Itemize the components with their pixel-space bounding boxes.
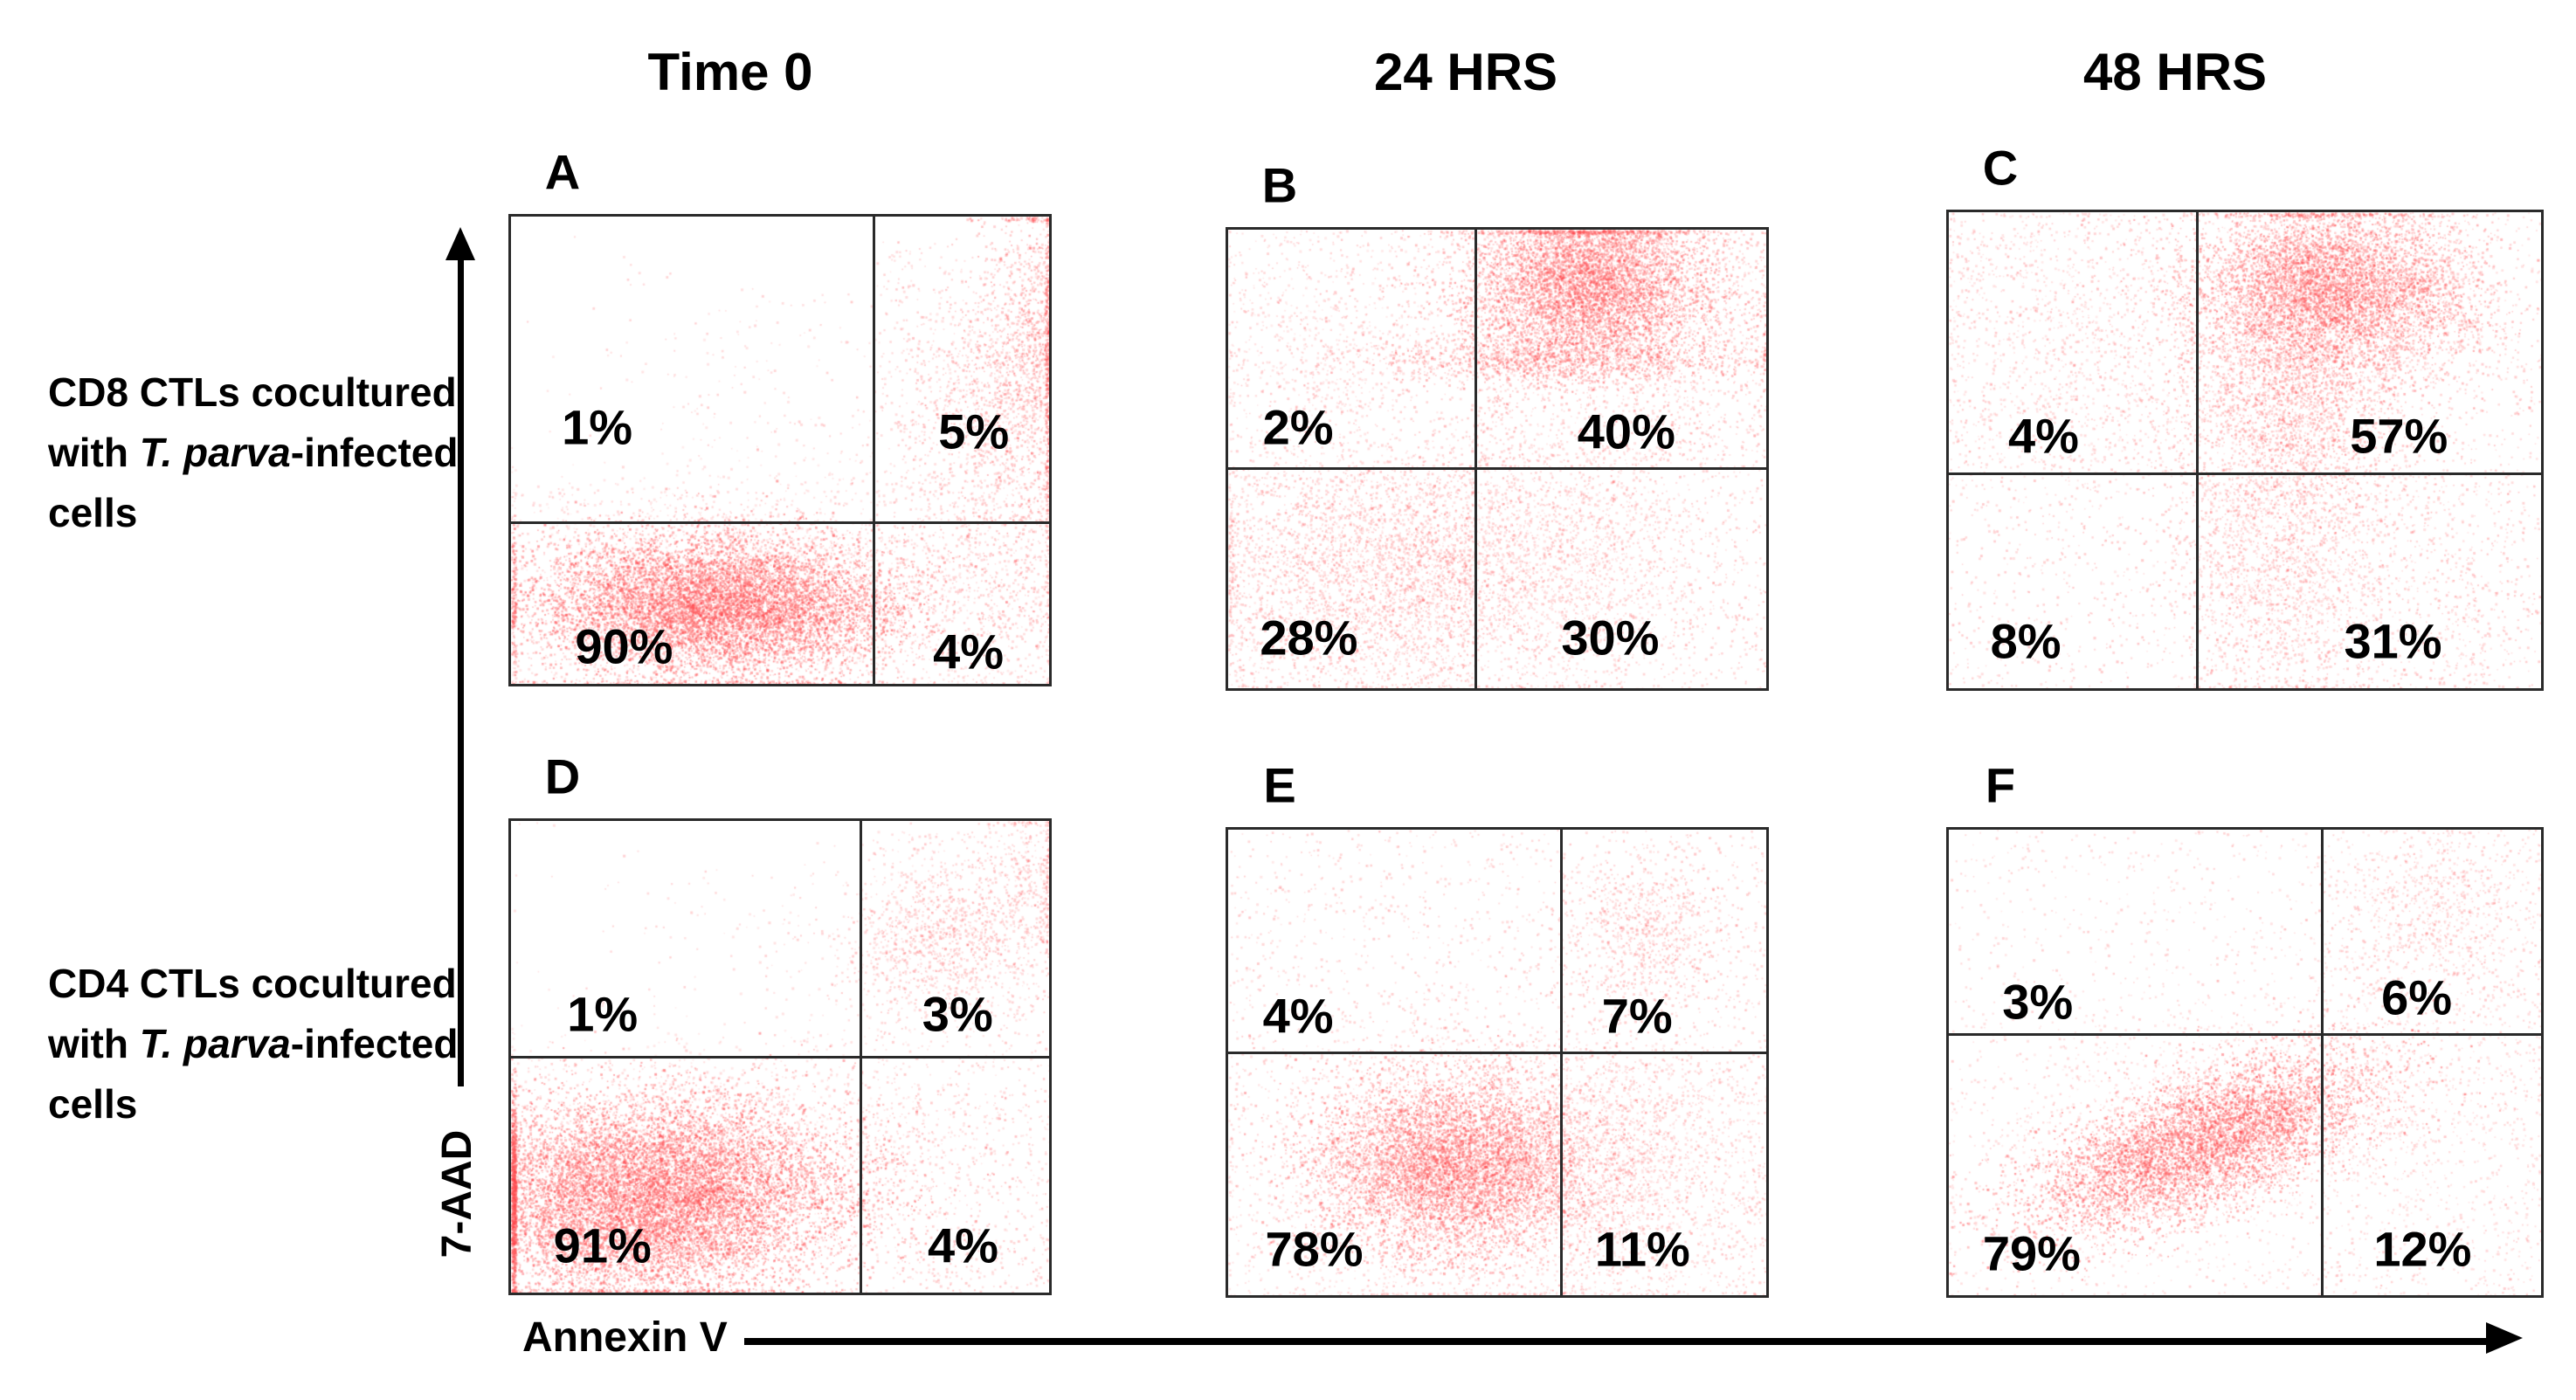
scatter-canvas-c — [1949, 212, 2541, 688]
scatter-panel-e: 4% 7% 78% 11% — [1226, 827, 1769, 1298]
quadrant-pct-upper-left: 4% — [1262, 988, 1334, 1044]
quadrant-pct-lower-left: 90% — [575, 618, 673, 674]
quadrant-pct-upper-left: 2% — [1262, 399, 1334, 455]
x-axis-arrow-line — [744, 1338, 2491, 1345]
quadrant-gate-horizontal — [1949, 1033, 2541, 1037]
quadrant-gate-vertical — [2320, 830, 2324, 1295]
quadrant-gate-vertical — [2196, 212, 2200, 688]
quadrant-gate-vertical — [1560, 830, 1564, 1295]
scatter-canvas-a — [511, 217, 1049, 684]
scatter-canvas-e — [1228, 830, 1766, 1295]
row-label-cd4: CD4 CTLs cocultured with T. parva-infect… — [48, 954, 459, 1134]
quadrant-gate-horizontal — [511, 521, 1049, 524]
scatter-canvas-b — [1228, 230, 1766, 688]
scatter-panel-b: 2% 40% 28% 30% — [1226, 227, 1769, 691]
scatter-panel-c: 4% 57% 8% 31% — [1946, 210, 2544, 691]
y-axis-arrow-line — [458, 259, 464, 1086]
quadrant-gate-vertical — [873, 217, 876, 684]
column-header-time0: Time 0 — [647, 43, 813, 101]
row-label-cd4-suffix: -infected cells — [48, 1021, 459, 1127]
panel-letter-b: B — [1261, 157, 1298, 213]
panel-letter-a: A — [544, 144, 581, 200]
column-header-48hrs: 48 HRS — [2082, 43, 2268, 101]
quadrant-pct-lower-left: 8% — [1990, 613, 2061, 668]
scatter-canvas-f — [1949, 830, 2541, 1295]
y-axis-arrowhead-icon — [445, 227, 475, 260]
quadrant-pct-upper-right: 40% — [1577, 403, 1675, 459]
quadrant-pct-upper-right: 5% — [938, 403, 1010, 459]
row-label-cd8-prefix: CD8 CTLs cocultured with — [48, 369, 457, 475]
quadrant-gate-horizontal — [1949, 472, 2541, 476]
scatter-panel-d: 1% 3% 91% 4% — [508, 818, 1052, 1295]
quadrant-pct-lower-left: 91% — [553, 1217, 652, 1273]
panel-letter-d: D — [544, 748, 581, 804]
quadrant-pct-lower-left: 78% — [1265, 1221, 1364, 1277]
quadrant-gate-vertical — [1474, 230, 1477, 688]
panel-letter-e: E — [1263, 757, 1296, 813]
row-label-cd8: CD8 CTLs cocultured with T. parva-infect… — [48, 362, 459, 543]
quadrant-pct-upper-right: 57% — [2350, 408, 2448, 464]
row-label-cd8-suffix: -infected cells — [48, 430, 459, 535]
quadrant-gate-horizontal — [511, 1055, 1049, 1059]
quadrant-pct-lower-right: 12% — [2373, 1221, 2472, 1277]
quadrant-pct-upper-left: 1% — [562, 399, 633, 455]
panel-letter-f: F — [1985, 757, 2016, 813]
scatter-panel-f: 3% 6% 79% 12% — [1946, 827, 2544, 1298]
column-header-24hrs: 24 HRS — [1373, 43, 1558, 101]
panel-letter-c: C — [1982, 140, 2019, 196]
scatter-panel-a: 1% 5% 90% 4% — [508, 214, 1052, 686]
row-label-cd8-italic: T. parva — [139, 430, 291, 475]
quadrant-pct-upper-left: 4% — [2008, 408, 2079, 464]
quadrant-pct-lower-right: 30% — [1561, 610, 1660, 666]
quadrant-pct-lower-right: 4% — [927, 1217, 998, 1273]
quadrant-pct-lower-left: 79% — [1982, 1225, 2081, 1281]
quadrant-pct-lower-right: 11% — [1594, 1221, 1690, 1277]
quadrant-pct-upper-right: 7% — [1601, 988, 1673, 1044]
y-axis-label: 7-AAD — [434, 1129, 480, 1259]
quadrant-pct-upper-left: 1% — [567, 986, 639, 1042]
quadrant-gate-horizontal — [1228, 466, 1766, 470]
quadrant-pct-lower-right: 31% — [2344, 613, 2442, 668]
quadrant-gate-horizontal — [1228, 1052, 1766, 1055]
quadrant-pct-lower-left: 28% — [1260, 610, 1358, 666]
row-label-cd4-prefix: CD4 CTLs cocultured with — [48, 961, 457, 1066]
quadrant-pct-upper-right: 3% — [922, 986, 993, 1042]
row-label-cd4-italic: T. parva — [139, 1021, 291, 1066]
x-axis-arrowhead-icon — [2486, 1322, 2523, 1354]
quadrant-pct-lower-right: 4% — [933, 624, 1005, 679]
x-axis-label: Annexin V — [522, 1314, 728, 1361]
quadrant-pct-upper-right: 6% — [2381, 969, 2453, 1025]
quadrant-pct-upper-left: 3% — [2002, 974, 2074, 1030]
